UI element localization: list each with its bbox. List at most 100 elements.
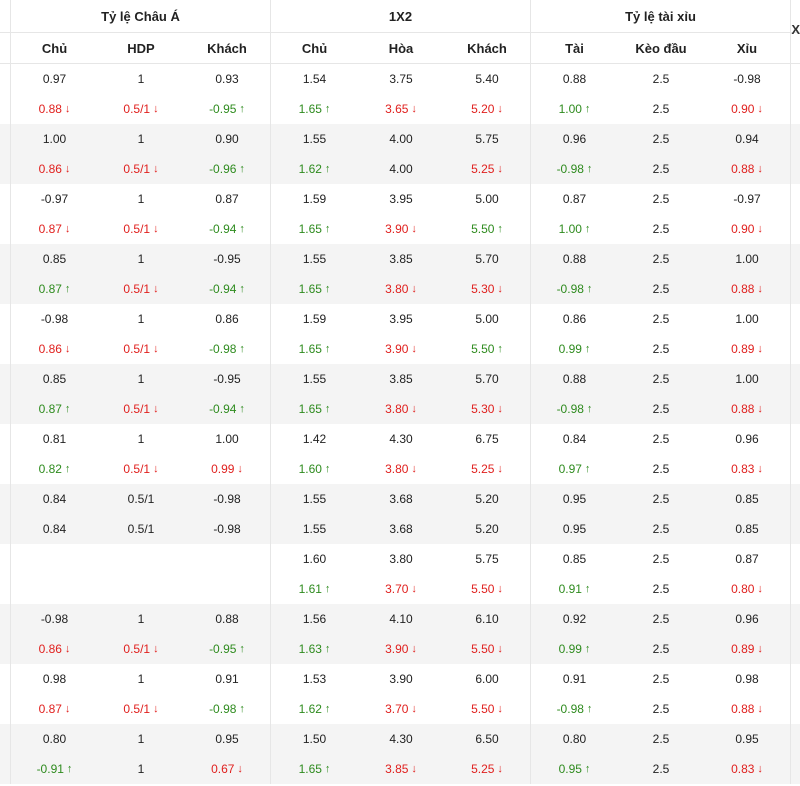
close-glyph[interactable]: X: [791, 22, 800, 37]
odds-cell: 1.53: [271, 664, 358, 694]
odds-value: 0.5/1: [123, 282, 151, 296]
arrow-down-icon: ↓: [757, 403, 763, 415]
arrow-down-icon: ↓: [757, 763, 763, 775]
left-edge: [0, 664, 11, 694]
odds-cell: 0.86: [184, 304, 270, 334]
odds-cell: 2.5: [618, 514, 704, 544]
over-under-header: Tỷ lệ tài xỉu: [531, 0, 791, 32]
arrow-up-icon: ↑: [324, 283, 331, 295]
odds-value: 2.5: [652, 642, 670, 656]
odds-value: 0.85: [735, 492, 759, 506]
arrow-down-icon: ↓: [757, 463, 763, 475]
left-edge: [0, 274, 11, 304]
odds-value: 4.00: [389, 132, 413, 146]
table-row: 0.85 1 -0.95 1.55 3.85 5.70 0.88 2.5 1.00: [0, 244, 800, 274]
arrow-up-icon: ↑: [324, 463, 331, 475]
odds-cell: 0.82 ↑: [11, 454, 98, 484]
x12-cells: 1.55 4.00 5.75: [271, 124, 531, 154]
odds-cell: 3.90 ↓: [358, 334, 444, 364]
odds-value: 2.5: [652, 72, 670, 86]
odds-cell: 0.86: [531, 304, 618, 334]
odds-cell: [184, 574, 270, 604]
odds-cell: 2.5: [618, 574, 704, 604]
arrow-down-icon: ↓: [411, 463, 417, 475]
odds-cell: 5.50 ↑: [444, 334, 530, 364]
odds-value: 0.95: [735, 732, 759, 746]
odds-value: 1.62: [298, 162, 322, 176]
odds-value: -0.94: [209, 282, 237, 296]
match-block: 0.97 1 0.93 1.54 3.75 5.40 0.88 2.5 -0.98 0.88 ↓ 0.…: [0, 64, 800, 124]
odds-value: 1.62: [298, 702, 322, 716]
arrow-up-icon: ↑: [324, 103, 331, 115]
odds-cell: 1.55: [271, 484, 358, 514]
asia-cells: 0.88 ↓ 0.5/1 ↓ -0.95 ↑: [11, 94, 271, 124]
table-row: 0.97 1 0.93 1.54 3.75 5.40 0.88 2.5 -0.98: [0, 64, 800, 94]
odds-cell: 0.5/1 ↓: [98, 94, 184, 124]
odds-cell: [11, 544, 98, 574]
odds-value: 0.86: [215, 312, 239, 326]
arrow-down-icon: ↓: [497, 163, 503, 175]
odds-cell: 0.5/1 ↓: [98, 694, 184, 724]
arrow-down-icon: ↓: [757, 343, 763, 355]
odds-value: 5.70: [475, 252, 499, 266]
odds-value: 2.5: [652, 552, 670, 566]
odds-value: 0.84: [562, 432, 587, 446]
odds-cell: -0.91 ↑: [11, 754, 98, 784]
odds-value: 1.65: [298, 102, 322, 116]
odds-value: 0.96: [562, 132, 587, 146]
ou-cells: 0.84 2.5 0.96: [531, 424, 791, 454]
odds-value: 5.50: [471, 342, 495, 356]
left-edge: [0, 124, 11, 154]
asia-cells: 0.87 ↓ 0.5/1 ↓ -0.94 ↑: [11, 214, 271, 244]
table-row: 0.84 0.5/1 -0.98 1.55 3.68 5.20 0.95 2.5 0.85: [0, 484, 800, 514]
odds-value: 2.5: [652, 222, 670, 236]
arrow-up-icon: ↑: [239, 163, 245, 175]
arrow-down-icon: ↓: [497, 103, 503, 115]
odds-value: 0.99: [211, 462, 235, 476]
odds-cell: 5.50 ↓: [444, 634, 530, 664]
asia-cells: 0.86 ↓ 0.5/1 ↓ -0.96 ↑: [11, 154, 271, 184]
odds-value: 1.00: [42, 132, 67, 146]
arrow-down-icon: ↓: [153, 703, 159, 715]
odds-value: 1.60: [298, 462, 322, 476]
odds-value: -0.98: [556, 402, 584, 416]
odds-value: 1: [137, 252, 145, 266]
col-line: Kèo đầu: [635, 40, 687, 56]
asia-cells: -0.91 ↑ 1 0.67 ↓: [11, 754, 271, 784]
left-edge: [0, 454, 11, 484]
odds-value: 1.55: [302, 132, 327, 146]
arrow-down-icon: ↓: [497, 643, 503, 655]
odds-cell: 2.5: [618, 634, 704, 664]
odds-cell: -0.98 ↑: [531, 274, 618, 304]
ou-cells: 0.86 2.5 1.00: [531, 304, 791, 334]
odds-cell: 3.95: [358, 184, 444, 214]
table-row: -0.98 1 0.88 1.56 4.10 6.10 0.92 2.5 0.96: [0, 604, 800, 634]
asia-cells: -0.97 1 0.87: [11, 184, 271, 214]
odds-value: 0.88: [215, 612, 239, 626]
left-edge: [0, 94, 11, 124]
ou-cells: 0.88 2.5 1.00: [531, 364, 791, 394]
odds-value: -0.94: [209, 222, 237, 236]
odds-cell: 0.85: [704, 514, 790, 544]
odds-value: 1: [137, 132, 145, 146]
odds-value: 3.65: [385, 102, 409, 116]
odds-cell: 0.5/1: [98, 514, 184, 544]
odds-cell: 1.00 ↑: [531, 94, 618, 124]
arrow-down-icon: ↓: [497, 703, 503, 715]
odds-cell: -0.95: [184, 364, 270, 394]
odds-value: -0.97: [40, 192, 69, 206]
odds-cell: 1.55: [271, 514, 358, 544]
odds-value: 5.00: [475, 312, 499, 326]
odds-value: 0.87: [38, 282, 62, 296]
arrow-down-icon: ↓: [411, 703, 417, 715]
odds-value: 2.5: [652, 462, 670, 476]
ou-cells: 0.87 2.5 -0.97: [531, 184, 791, 214]
odds-cell: 1.65 ↑: [271, 754, 358, 784]
arrow-up-icon: ↑: [66, 763, 73, 775]
odds-cell: 0.96: [704, 424, 790, 454]
odds-value: 0.82: [38, 462, 62, 476]
arrow-up-icon: ↑: [239, 403, 245, 415]
table-row: 0.87 ↓ 0.5/1 ↓ -0.94 ↑ 1.65 ↑ 3.90 ↓ 5.50 ↑ 1.00 ↑ 2.5…: [0, 214, 800, 244]
arrow-down-icon: ↓: [757, 643, 763, 655]
odds-cell: 2.5: [618, 64, 704, 94]
